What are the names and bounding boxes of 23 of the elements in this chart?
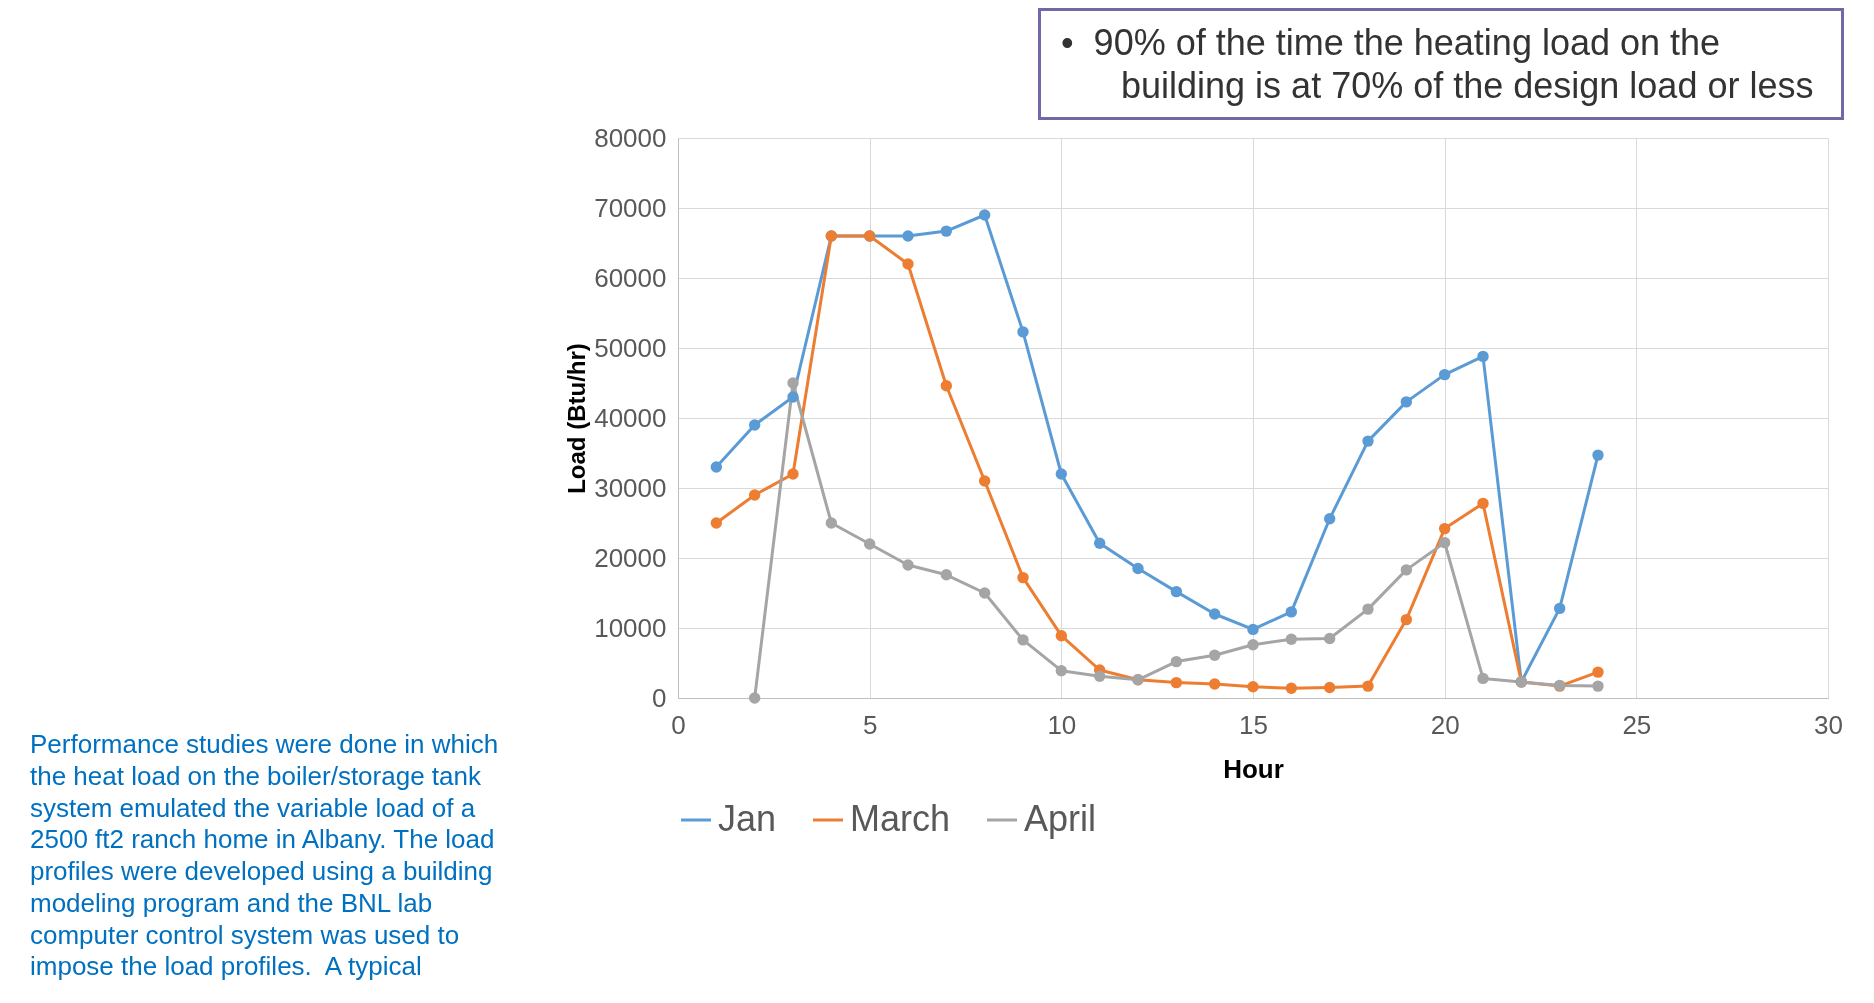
y-tick-label: 50000	[594, 332, 667, 363]
legend-label: April	[1024, 798, 1097, 840]
text: Performance studies were done in which the heat load on the boiler/storage tank system emulated the variable load of a 2500 ft2 ranch home in Albany. The load profiles were developed using a building modeling program and the BNL lab computer control system was used to impose the load profiles. A typical	[30, 729, 500, 983]
x-tick-label: 0	[671, 709, 686, 740]
x-tick-label: 25	[1622, 709, 1652, 740]
legend-label: Jan	[718, 798, 777, 840]
x-tick-label: 10	[1047, 709, 1077, 740]
y-tick-label: 80000	[594, 122, 667, 153]
text: • 90% of the time the heating load on the building is at 70% of the design load or less	[1061, 21, 1815, 108]
x-axis-title: Hour	[1223, 753, 1284, 784]
x-tick-label: 30	[1814, 709, 1843, 740]
y-tick-label: 0	[652, 682, 667, 713]
x-tick-label: 5	[862, 709, 878, 740]
y-tick-label: 70000	[594, 192, 667, 223]
y-tick-label: 40000	[594, 402, 667, 433]
x-tick-label: 15	[1239, 709, 1268, 740]
y-axis-title: Load (Btu/hr)	[563, 343, 591, 495]
x-tick-label: 20	[1430, 709, 1460, 740]
legend-label: March	[850, 798, 951, 840]
y-tick-label: 30000	[594, 472, 667, 503]
y-tick-label: 20000	[594, 542, 667, 573]
y-tick-label: 60000	[594, 262, 667, 293]
y-tick-label: 10000	[594, 612, 667, 643]
